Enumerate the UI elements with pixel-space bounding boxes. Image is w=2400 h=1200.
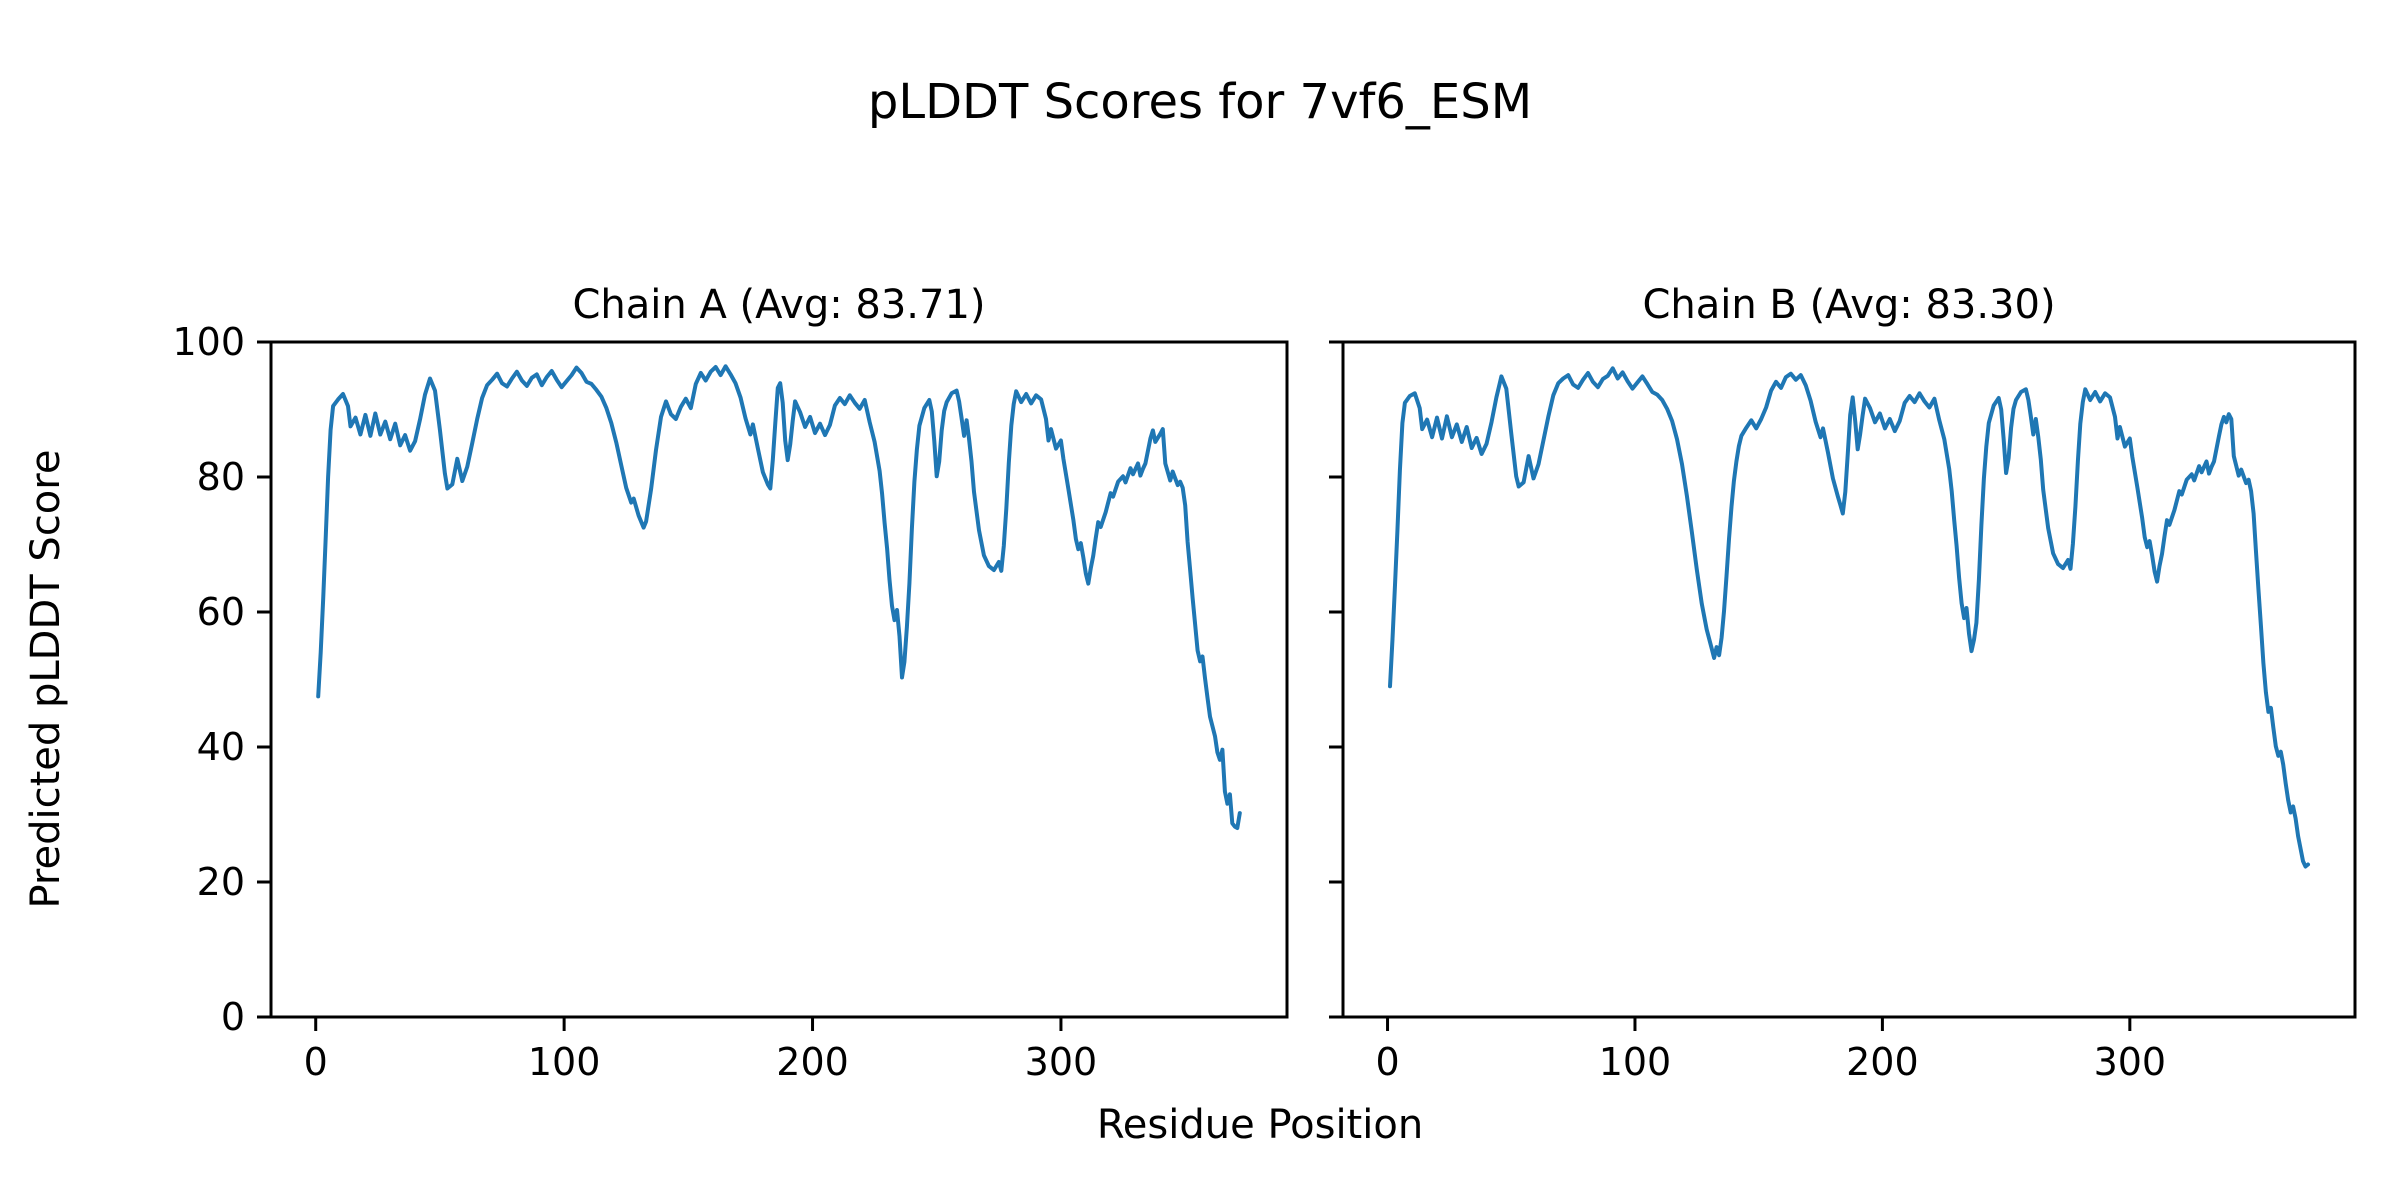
x-tick-label: 200: [776, 1040, 849, 1084]
subplot-a-title: Chain A (Avg: 83.71): [572, 282, 986, 328]
figure-title: pLDDT Scores for 7vf6_ESM: [867, 74, 1533, 130]
y-tick-label: 80: [196, 455, 245, 499]
x-tick-label: 100: [527, 1040, 601, 1084]
axes-spines: [1341, 340, 2357, 1019]
axes-spines: [269, 340, 1289, 1019]
y-tick-label: 0: [220, 995, 245, 1039]
x-tick-label: 300: [1024, 1040, 1098, 1084]
plddt-line-chain-B: [1388, 366, 2310, 869]
y-tick-label: 40: [196, 725, 245, 769]
y-tick-label: 60: [196, 590, 245, 634]
x-axis-label: Residue Position: [1096, 1102, 1424, 1148]
y-tick-label: 100: [172, 320, 245, 364]
subplot-b-title: Chain B (Avg: 83.30): [1642, 282, 2056, 328]
x-tick-label: 100: [1598, 1040, 1672, 1084]
x-tick-label: 200: [1846, 1040, 1919, 1084]
x-tick-label: 300: [2093, 1040, 2167, 1084]
x-tick-label: 0: [1375, 1040, 1400, 1084]
y-tick-label: 20: [196, 860, 245, 904]
plddt-line-chain-A: [316, 364, 1242, 830]
x-tick-label: 0: [303, 1040, 328, 1084]
